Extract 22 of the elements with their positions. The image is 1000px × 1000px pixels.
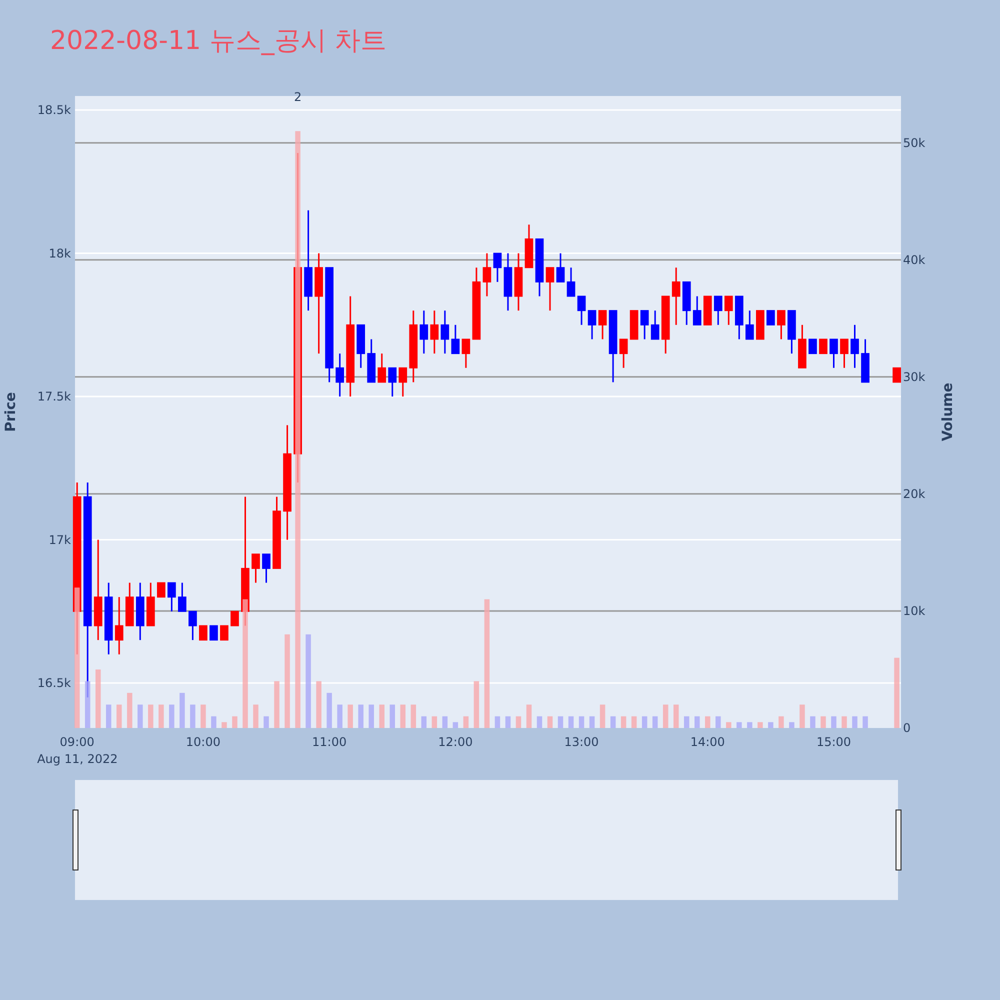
y2-axis-title: Volume	[940, 382, 956, 442]
x-tick-label: 14:00	[690, 735, 725, 749]
y2-tick-label: 50k	[903, 136, 926, 150]
x-tick-label: 10:00	[186, 735, 221, 749]
chart-title: 2022-08-11 뉴스_공시 차트	[50, 26, 387, 56]
y-tick-label: 17k	[48, 532, 72, 547]
y-axis-title: Price	[3, 392, 19, 432]
annotation: 2	[294, 90, 302, 104]
y-tick-label: 16.5k	[37, 676, 72, 690]
x-tick-label: 09:00 Aug 11, 2022	[37, 735, 118, 766]
y-tick-label: 17.5k	[37, 390, 72, 404]
y2-tick-label: 40k	[903, 252, 926, 267]
x-tick-label: 15:00	[816, 735, 852, 749]
x-tick-label: 11:00	[312, 735, 347, 749]
x-tick-label: 13:00	[564, 735, 599, 749]
y2-tick-label: 30k	[903, 370, 926, 384]
y2-tick-label: 0	[903, 721, 911, 735]
y2-tick-label: 20k	[903, 486, 926, 501]
x-tick-label: 12:00	[438, 735, 473, 749]
y-tick-label: 18.5k	[37, 103, 72, 118]
y2-tick-label: 10k	[903, 604, 926, 618]
y-tick-label: 18k	[48, 246, 72, 260]
